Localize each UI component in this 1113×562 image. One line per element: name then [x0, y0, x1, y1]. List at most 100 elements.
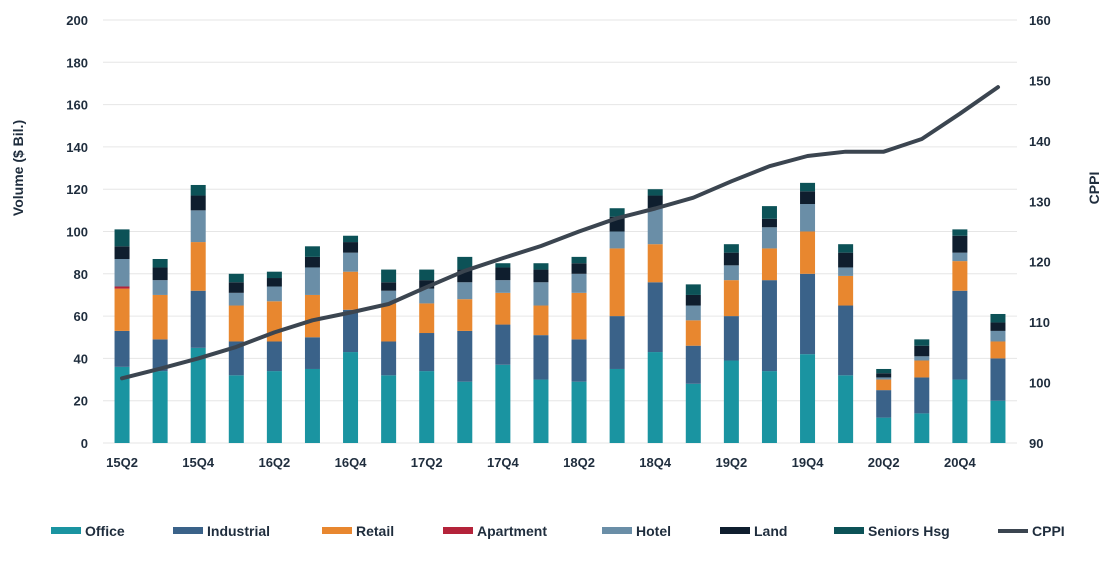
- bar-industrial: [609, 316, 625, 369]
- y2-tick-label: 130: [1029, 194, 1051, 209]
- bar-office: [723, 360, 739, 443]
- x-tick-label: 17Q4: [487, 455, 520, 470]
- bar-industrial: [685, 345, 701, 384]
- bar-hotel: [723, 265, 739, 281]
- bar-office: [266, 371, 282, 443]
- bar-land: [685, 294, 701, 306]
- y-tick-label: 100: [66, 225, 88, 240]
- bar-industrial: [114, 330, 130, 367]
- bar-office: [647, 352, 663, 443]
- bar-hotel: [990, 330, 1006, 342]
- bar-apartment: [114, 286, 130, 289]
- bar-seniors-hsg: [571, 256, 587, 264]
- bar-seniors-hsg: [114, 229, 130, 247]
- bar-office: [343, 352, 359, 443]
- bar-office: [761, 371, 777, 443]
- legend: Office Industrial Retail Apartment Hotel Land…: [51, 523, 1065, 539]
- bar-retail: [800, 231, 816, 274]
- bar-land: [266, 278, 282, 287]
- bar-hotel: [952, 252, 968, 262]
- bar-retail: [876, 379, 892, 391]
- x-tick-label: 20Q4: [944, 455, 977, 470]
- bar-seniors-hsg: [723, 244, 739, 253]
- legend-swatch: [443, 527, 473, 534]
- y2-tick-label: 150: [1029, 73, 1051, 88]
- bar-retail: [990, 341, 1006, 359]
- bar-retail: [609, 248, 625, 317]
- x-tick-label: 16Q2: [258, 455, 290, 470]
- bar-seniors-hsg: [761, 206, 777, 219]
- right-axis-ticks: 90 100 110 120 130 140 150 160: [1029, 13, 1051, 451]
- bar-retail: [647, 244, 663, 283]
- legend-swatch: [720, 527, 750, 534]
- bar-land: [190, 195, 206, 211]
- bar-seniors-hsg: [152, 258, 168, 268]
- bar-office: [304, 368, 320, 443]
- bar-seniors-hsg: [876, 368, 892, 374]
- y-tick-label: 80: [74, 267, 88, 282]
- bar-office: [571, 381, 587, 443]
- bar-industrial: [914, 377, 930, 414]
- bar-land: [152, 267, 168, 281]
- bar-office: [990, 400, 1006, 443]
- y-axis-title: Volume ($ Bil.): [10, 120, 26, 216]
- bar-land: [304, 256, 320, 268]
- bar-retail: [190, 242, 206, 291]
- bar-industrial: [381, 341, 397, 376]
- y2-axis-title: CPPI: [1086, 172, 1102, 205]
- x-tick-label: 19Q2: [715, 455, 747, 470]
- bar-seniors-hsg: [381, 269, 397, 283]
- bar-retail: [571, 292, 587, 340]
- bar-seniors-hsg: [343, 235, 359, 243]
- bar-industrial: [152, 339, 168, 372]
- bar-retail: [152, 294, 168, 340]
- bar-hotel: [266, 286, 282, 302]
- bar-hotel: [457, 282, 473, 300]
- bar-land: [647, 195, 663, 209]
- bar-industrial: [647, 282, 663, 353]
- bar-hotel: [190, 210, 206, 243]
- legend-label: Apartment: [477, 523, 547, 539]
- bar-hotel: [609, 231, 625, 249]
- x-tick-label: 18Q2: [563, 455, 595, 470]
- bar-office: [114, 366, 130, 443]
- bar-industrial: [761, 280, 777, 372]
- bar-hotel: [495, 280, 511, 293]
- bar-land: [838, 252, 854, 268]
- grid-lines: [103, 19, 1017, 444]
- y-tick-label: 160: [66, 98, 88, 113]
- bar-retail: [495, 292, 511, 325]
- bar-land: [952, 235, 968, 253]
- bar-retail: [381, 303, 397, 342]
- bar-industrial: [838, 305, 854, 376]
- bar-seniors-hsg: [495, 263, 511, 268]
- bar-retail: [457, 299, 473, 331]
- bar-office: [533, 379, 549, 443]
- bar-office: [685, 383, 701, 443]
- bar-hotel: [571, 273, 587, 293]
- bar-seniors-hsg: [304, 246, 320, 257]
- bar-retail: [343, 271, 359, 310]
- legend-label: CPPI: [1032, 523, 1065, 539]
- legend-swatch: [834, 527, 864, 534]
- bar-industrial: [266, 341, 282, 372]
- bar-industrial: [533, 335, 549, 380]
- x-tick-label: 20Q2: [868, 455, 900, 470]
- bar-industrial: [190, 290, 206, 348]
- bar-hotel: [343, 252, 359, 272]
- bar-industrial: [343, 309, 359, 353]
- bar-office: [609, 368, 625, 443]
- bar-industrial: [571, 339, 587, 382]
- x-tick-label: 18Q4: [639, 455, 672, 470]
- bar-hotel: [152, 280, 168, 295]
- bar-industrial: [495, 324, 511, 365]
- bar-seniors-hsg: [647, 189, 663, 196]
- bar-office: [228, 375, 244, 443]
- bar-hotel: [304, 267, 320, 295]
- bar-hotel: [533, 282, 549, 306]
- bar-office: [914, 413, 930, 443]
- bar-retail: [533, 305, 549, 336]
- bar-hotel: [228, 292, 244, 306]
- bar-hotel: [914, 356, 930, 361]
- bar-seniors-hsg: [457, 256, 473, 270]
